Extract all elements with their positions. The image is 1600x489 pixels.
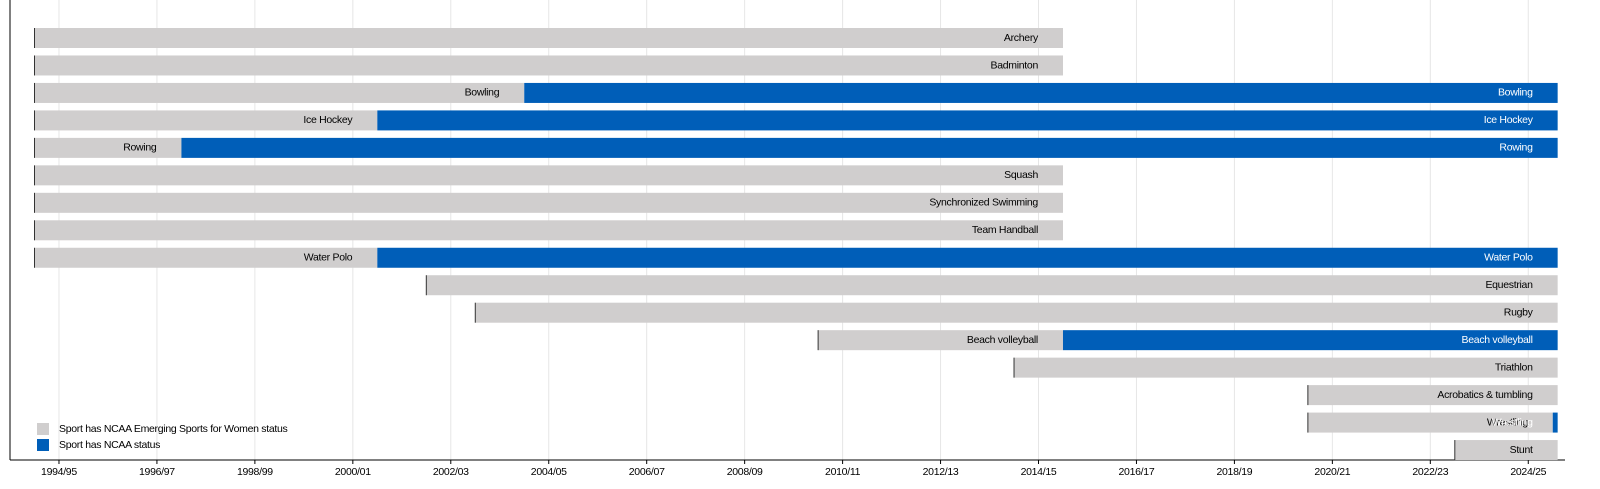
- bar-label: Acrobatics & tumbling: [1437, 389, 1533, 401]
- x-tick-label: 2010/11: [825, 466, 861, 478]
- bar: [34, 192, 1063, 213]
- bar-label: Bowling: [465, 87, 500, 99]
- bar: [1307, 385, 1558, 406]
- x-tick-label: 1998/99: [237, 466, 273, 478]
- bar-label: Squash: [1004, 169, 1038, 181]
- bar: [475, 302, 1558, 323]
- x-tick-label: 2022/23: [1412, 466, 1448, 478]
- bar-label: Water Polo: [304, 252, 353, 264]
- bar: [34, 110, 378, 131]
- x-tick-label: 2008/09: [727, 466, 763, 478]
- bar-label: Team Handball: [972, 224, 1038, 236]
- x-tick-label: 2016/17: [1119, 466, 1155, 478]
- bar-label: Triathlon: [1495, 361, 1533, 373]
- bar-label: Archery: [1004, 32, 1039, 44]
- bar: [181, 137, 1558, 158]
- bar-label: Beach volleyball: [967, 334, 1038, 346]
- bar-label: Ice Hockey: [303, 114, 353, 126]
- bar: [1062, 330, 1558, 351]
- bar: [524, 82, 1558, 103]
- x-tick-label: 1996/97: [139, 466, 175, 478]
- x-tick-label: 1994/95: [41, 466, 77, 478]
- x-tick-label: 2004/05: [531, 466, 567, 478]
- bar-label: Wrestling: [1492, 416, 1533, 428]
- bar: [34, 220, 1063, 241]
- bar: [34, 247, 378, 268]
- bar: [34, 137, 182, 158]
- bar-label: Bowling: [1498, 87, 1533, 99]
- bar-label: Equestrian: [1485, 279, 1533, 291]
- bar: [1552, 412, 1558, 433]
- legend-label: Sport has NCAA Emerging Sports for Women…: [59, 423, 288, 435]
- bar: [1454, 440, 1558, 461]
- bar: [34, 55, 1063, 76]
- bar-label: Wrestling: [1487, 416, 1528, 428]
- x-tick-label: 2012/13: [923, 466, 959, 478]
- bar: [377, 110, 1558, 131]
- bar-label: Rugby: [1504, 306, 1534, 318]
- x-tick-label: 2002/03: [433, 466, 469, 478]
- bar-label: Synchronized Swimming: [929, 197, 1038, 209]
- bar-label: Stunt: [1510, 444, 1533, 456]
- x-tick-label: 2020/21: [1314, 466, 1350, 478]
- bar: [34, 28, 1063, 48]
- bar: [1307, 412, 1553, 433]
- bar-label: Badminton: [990, 59, 1038, 71]
- bar-label: Rowing: [1499, 142, 1533, 154]
- bar: [377, 247, 1558, 268]
- legend-label: Sport has NCAA status: [59, 439, 160, 451]
- bar: [818, 330, 1063, 351]
- bar: [1014, 357, 1558, 378]
- bar: [426, 275, 1558, 296]
- x-tick-label: 2018/19: [1216, 466, 1252, 478]
- bar: [34, 165, 1063, 186]
- bar-label: Beach volleyball: [1462, 334, 1533, 346]
- x-tick-label: 2000/01: [335, 466, 371, 478]
- bar-label: Ice Hockey: [1484, 114, 1534, 126]
- x-tick-label: 2024/25: [1510, 466, 1546, 478]
- legend-swatch: [37, 423, 49, 435]
- x-tick-label: 2014/15: [1021, 466, 1057, 478]
- bar-label: Rowing: [123, 142, 157, 154]
- bar: [34, 82, 525, 103]
- legend-swatch: [37, 439, 49, 451]
- bar-label: Water Polo: [1484, 252, 1533, 264]
- x-tick-label: 2006/07: [629, 466, 665, 478]
